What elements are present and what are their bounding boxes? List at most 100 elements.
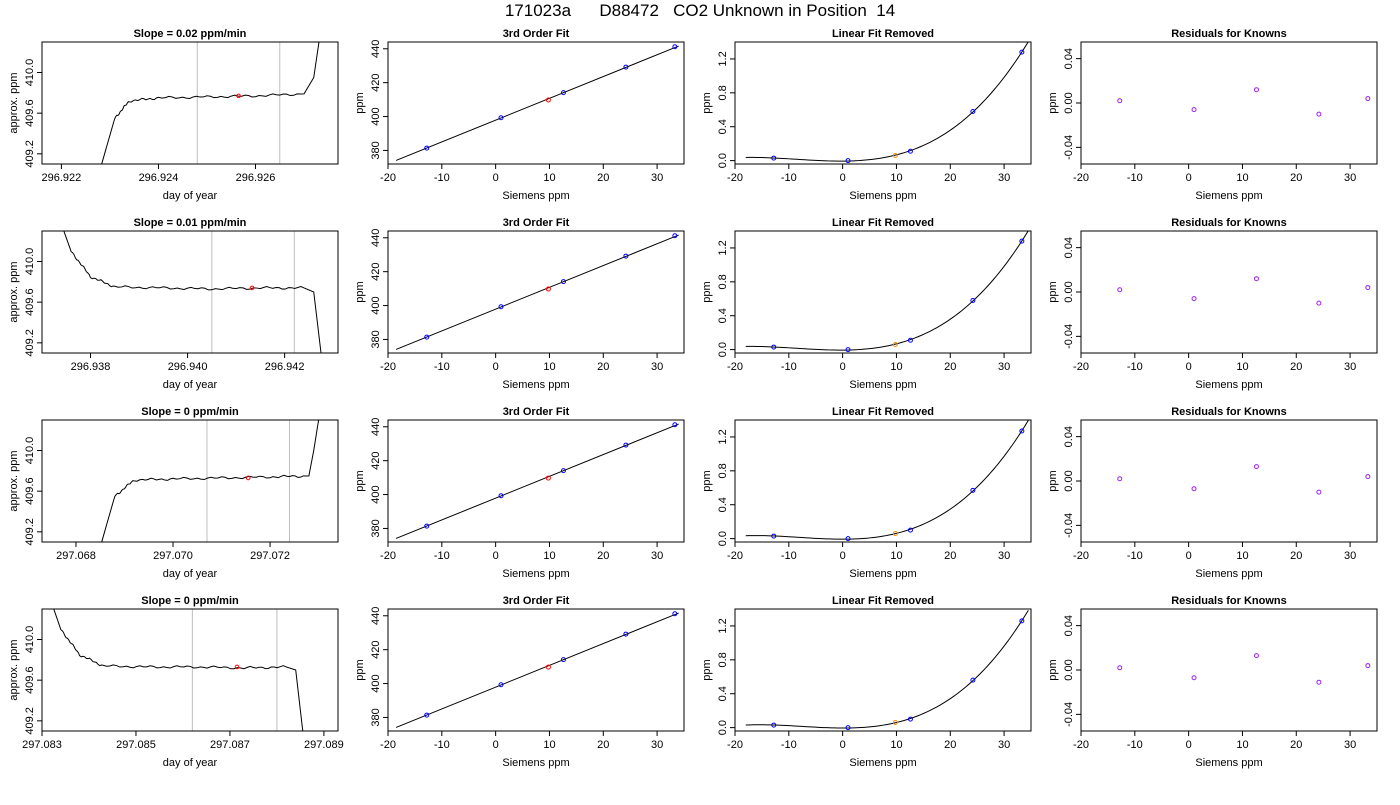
residual-point <box>1117 476 1123 482</box>
y-axis-label: ppm <box>354 281 366 302</box>
x-tick-label: 10 <box>890 550 902 562</box>
unknown-point <box>892 720 898 726</box>
y-tick-label: 440 <box>370 229 382 247</box>
x-tick-label: 10 <box>890 739 902 751</box>
x-axis-label: Siemens ppm <box>502 379 569 391</box>
y-tick-label: -0.04 <box>1063 513 1075 538</box>
x-tick-label: 20 <box>1290 172 1302 184</box>
cubic-curve <box>745 42 1029 162</box>
residual-point <box>1365 96 1371 102</box>
x-tick-label: 0 <box>840 361 846 373</box>
x-tick-label: -10 <box>1127 172 1143 184</box>
known-point <box>1019 49 1025 55</box>
chart-title: Residuals for Knowns <box>1171 28 1287 40</box>
x-tick-label: 297.085 <box>116 739 156 751</box>
unknown-point <box>892 531 898 537</box>
chart-title: Linear Fit Removed <box>832 406 934 418</box>
x-tick-label: 20 <box>944 739 956 751</box>
x-axis-label: Siemens ppm <box>1195 379 1262 391</box>
x-tick-label: 20 <box>944 172 956 184</box>
y-tick-label: 0.00 <box>1063 92 1075 113</box>
chart-title: Slope = 0 ppm/min <box>141 595 239 607</box>
chart-panel: Slope = 0 ppm/min 297.068 297.070 297.072 40… <box>8 406 339 580</box>
x-tick-label: -20 <box>727 172 743 184</box>
residual-point <box>1316 111 1322 117</box>
x-tick-label: -10 <box>434 550 450 562</box>
unknown-point <box>545 664 551 670</box>
x-axis-label: Siemens ppm <box>502 568 569 580</box>
plot-area <box>1117 464 1371 495</box>
x-tick-label: 0 <box>493 172 499 184</box>
chart-panel: 3rd Order Fit -20 -10 0 10 20 30 380 400 420 440 Si… <box>354 406 685 580</box>
chart-panel: Slope = 0 ppm/min 297.083 297.085 297.087 29… <box>8 595 344 769</box>
residual-point <box>1191 486 1197 492</box>
y-axis-label: ppm <box>1047 659 1059 680</box>
plot-frame <box>41 608 339 732</box>
y-axis-label: ppm <box>1047 470 1059 491</box>
y-tick-label: 420 <box>370 73 382 91</box>
x-tick-label: 10 <box>1236 739 1248 751</box>
y-tick-label: 1.2 <box>717 429 729 444</box>
y-tick-label: 380 <box>370 141 382 159</box>
x-tick-label: 0 <box>1186 172 1192 184</box>
y-axis-label: approx. ppm <box>8 450 20 511</box>
x-tick-label: 20 <box>597 739 609 751</box>
known-point <box>1019 428 1025 434</box>
chart-title: Linear Fit Removed <box>832 28 934 40</box>
x-tick-label: 20 <box>1290 739 1302 751</box>
y-tick-label: 0.4 <box>717 686 729 701</box>
chart-panel: 3rd Order Fit -20 -10 0 10 20 30 380 400 420 440 Si… <box>354 217 685 391</box>
known-point <box>498 682 504 688</box>
y-tick-label: 420 <box>370 451 382 469</box>
cubic-curve <box>745 420 1029 540</box>
x-tick-label: 0 <box>1186 739 1192 751</box>
unknown-average-marker <box>236 93 241 99</box>
x-axis-label: day of year <box>163 568 218 580</box>
chart-title: Slope = 0.01 ppm/min <box>134 217 247 229</box>
plot-frame <box>734 419 1032 543</box>
known-point <box>970 108 976 114</box>
x-tick-label: 0 <box>840 172 846 184</box>
x-tick-label: 20 <box>944 361 956 373</box>
x-tick-label: 296.942 <box>265 361 305 373</box>
x-axis-label: day of year <box>163 757 218 769</box>
known-point <box>845 725 851 731</box>
y-tick-label: 409.2 <box>24 329 36 357</box>
known-point <box>560 468 566 474</box>
x-tick-label: 30 <box>1344 739 1356 751</box>
x-tick-label: 10 <box>890 361 902 373</box>
fit-line <box>395 423 679 539</box>
known-point <box>845 347 851 353</box>
concentration-trace <box>53 609 304 731</box>
x-tick-label: 10 <box>543 172 555 184</box>
x-tick-label: 10 <box>1236 550 1248 562</box>
known-point <box>1019 238 1025 244</box>
cubic-curve <box>745 610 1029 729</box>
plot-frame <box>41 41 339 165</box>
y-tick-label: 1.2 <box>717 51 729 66</box>
x-tick-label: 296.922 <box>42 172 82 184</box>
y-tick-label: 0.00 <box>1063 281 1075 302</box>
known-point <box>424 145 430 151</box>
y-tick-label: 380 <box>370 330 382 348</box>
known-point <box>623 631 629 637</box>
y-tick-label: 409.2 <box>24 140 36 168</box>
x-tick-label: -10 <box>434 361 450 373</box>
known-point <box>907 337 913 343</box>
x-tick-label: 0 <box>840 739 846 751</box>
y-tick-label: 400 <box>370 296 382 314</box>
plot-frame <box>734 41 1032 165</box>
chart-panel: Residuals for Knowns -20 -10 0 10 20 30 -0.04 0.… <box>1047 595 1378 769</box>
unknown-average-marker <box>249 285 255 291</box>
x-tick-label: -20 <box>727 361 743 373</box>
concentration-trace <box>101 420 320 542</box>
x-tick-label: 10 <box>1236 361 1248 373</box>
y-tick-label: 420 <box>370 640 382 658</box>
y-tick-label: 409.2 <box>24 707 36 735</box>
y-tick-label: 420 <box>370 262 382 280</box>
residual-point <box>1316 679 1322 685</box>
y-tick-label: 409.6 <box>24 666 36 694</box>
y-axis-label: ppm <box>701 281 713 302</box>
y-tick-label: 0.0 <box>717 153 729 168</box>
